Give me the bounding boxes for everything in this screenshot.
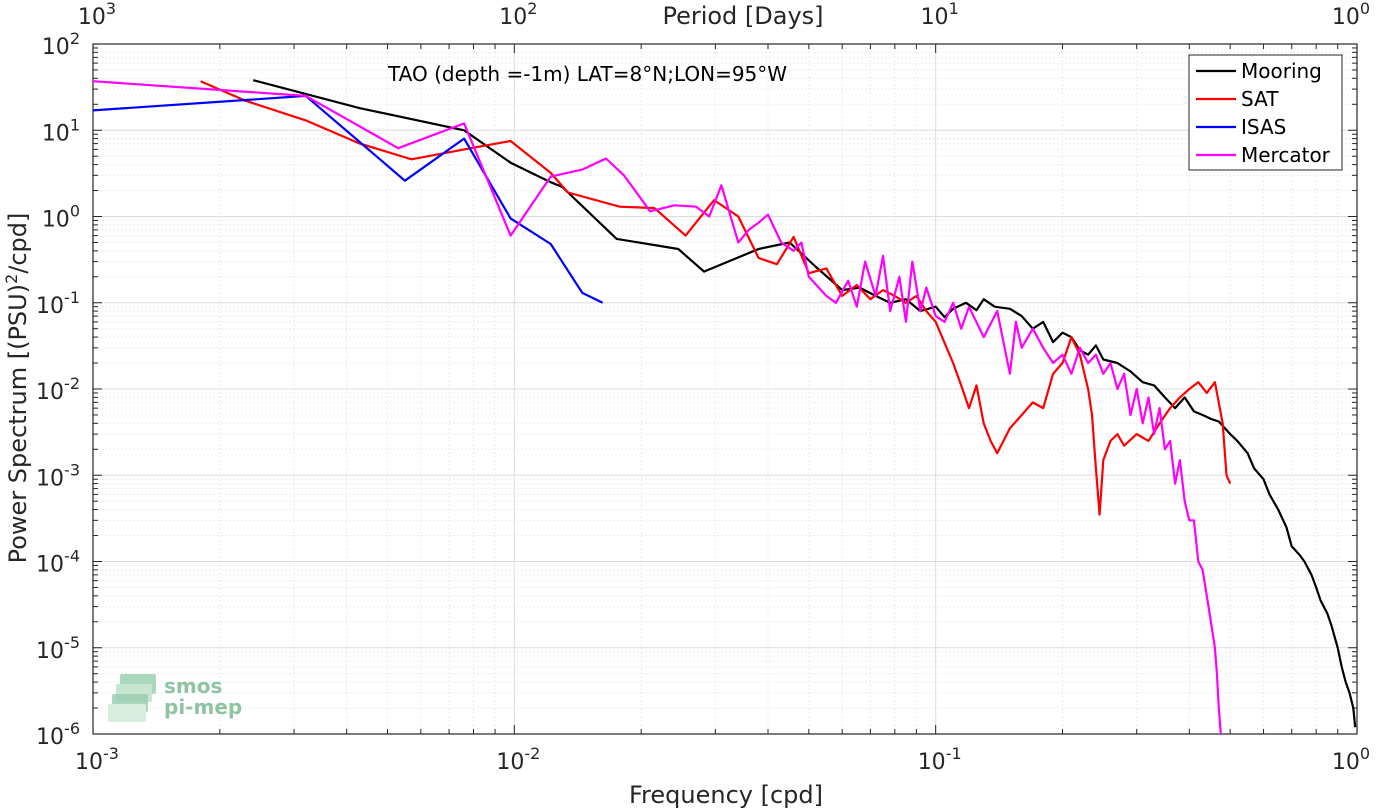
y-tick-label: 10-1 [36, 288, 80, 319]
series [92, 79, 1357, 735]
legend-label: SAT [1241, 87, 1279, 111]
x-tick-label: 10-3 [75, 744, 119, 775]
x-axis-title: Frequency [cpd] [629, 781, 823, 809]
y-tick-label: 100 [42, 202, 80, 233]
top-tick-label: 103 [78, 0, 116, 30]
top-tick-label-exp: 1 [949, 0, 959, 18]
top-tick-label-base: 10 [921, 5, 949, 30]
y-tick-label-exp: -3 [64, 460, 80, 479]
y-tick-label-base: 10 [36, 639, 64, 664]
y-tick-label: 10-3 [36, 460, 80, 491]
legend-label: Mercator [1241, 143, 1331, 167]
x-tick-label-base: 10 [918, 750, 946, 775]
y-tick-label: 10-4 [36, 547, 80, 578]
top-tick-label-base: 10 [1332, 5, 1360, 30]
top-tick-label: 101 [921, 0, 959, 30]
legend-label: Mooring [1241, 59, 1322, 83]
y-tick-label-exp: 0 [70, 202, 80, 221]
x-tick-label-base: 10 [496, 750, 524, 775]
y-tick-label-base: 10 [36, 466, 64, 491]
top-tick-label-exp: 3 [106, 0, 116, 18]
y-tick-label-exp: -5 [64, 633, 80, 652]
y-tick-label-base: 10 [36, 553, 64, 578]
x-tick-label-exp: -1 [946, 744, 962, 763]
top-axis-title: Period [Days] [662, 2, 823, 30]
x-tick-label-exp: -2 [524, 744, 540, 763]
y-tick-label: 10-5 [36, 633, 80, 664]
y-tick-label-base: 10 [36, 294, 64, 319]
series-line-mooring [252, 79, 1357, 728]
x-tick-label-base: 10 [1332, 750, 1360, 775]
y-tick-label: 10-2 [36, 374, 80, 405]
top-tick-label-base: 10 [499, 5, 527, 30]
legend: Mooring SAT ISAS Mercator [1188, 54, 1343, 171]
y-tick-label: 102 [42, 29, 80, 60]
y-axis-title-sup: 2 [2, 274, 21, 284]
x-tick-label: 10-2 [496, 744, 540, 775]
y-tick-label-exp: -2 [64, 374, 80, 393]
grid [92, 43, 1358, 735]
y-tick-label-exp: 2 [70, 29, 80, 48]
top-tick-label: 102 [499, 0, 537, 30]
y-axis-title-tail: /cpd] [4, 213, 32, 274]
y-tick-label: 10-6 [36, 719, 80, 750]
y-tick-label-exp: 1 [70, 115, 80, 134]
y-axis-title-main: Power Spectrum [(PSU) [4, 284, 32, 563]
chart-annotation: TAO (depth =-1m) LAT=8°N;LON=95°W [387, 62, 787, 86]
top-tick-label-exp: 0 [1360, 0, 1370, 18]
series-line-mercator [92, 80, 1222, 735]
y-tick-label-base: 10 [42, 208, 70, 233]
legend-box [1188, 54, 1343, 171]
logo-emblem-icon [108, 674, 156, 722]
y-tick-label-base: 10 [36, 725, 64, 750]
x-tick-label: 10-1 [918, 744, 962, 775]
y-tick-label-base: 10 [42, 121, 70, 146]
x-tick-label-base: 10 [75, 750, 103, 775]
y-axis-title: Power Spectrum [(PSU)2/cpd] [2, 213, 33, 564]
y-tick-label-base: 10 [42, 35, 70, 60]
logo-text-line2: pi-mep [164, 695, 242, 719]
logo-text-line1: smos [164, 674, 222, 698]
legend-label: ISAS [1241, 115, 1286, 139]
x-tick-label-exp: -3 [103, 744, 119, 763]
top-tick-label: 100 [1332, 0, 1370, 30]
top-tick-label-base: 10 [78, 5, 106, 30]
y-tick-label-exp: -1 [64, 288, 80, 307]
y-tick-label-base: 10 [36, 380, 64, 405]
smos-pi-mep-logo: smos pi-mep [108, 674, 242, 722]
series-line-sat [200, 80, 1232, 516]
y-tick-label-exp: -4 [64, 547, 80, 566]
x-tick-label: 100 [1332, 744, 1370, 775]
x-tick-label-exp: 0 [1360, 744, 1370, 763]
y-tick-label-exp: -6 [64, 719, 80, 738]
series-line-isas [92, 94, 604, 304]
axis-ticks [92, 43, 1358, 735]
top-tick-label-exp: 2 [527, 0, 537, 18]
y-tick-label: 101 [42, 115, 80, 146]
